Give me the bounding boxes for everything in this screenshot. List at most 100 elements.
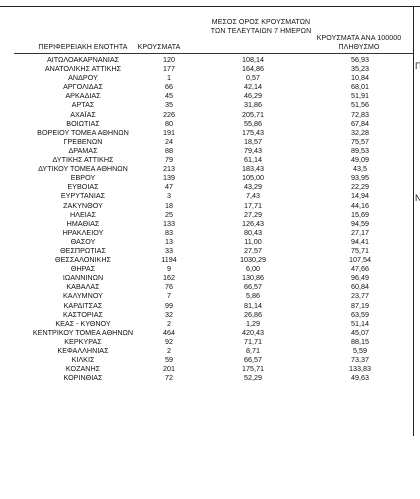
- region-cell: ΒΟΡΕΙΟΥ ΤΟΜΕΑ ΑΘΗΝΩΝ: [37, 127, 129, 137]
- per100k-cell: 27,17: [351, 227, 369, 237]
- cases-cell: 3: [167, 191, 171, 201]
- per100k-cell: 67,84: [351, 118, 369, 128]
- avg7-cell: 130,86: [242, 273, 264, 283]
- region-cell: ΒΟΙΩΤΙΑΣ: [66, 118, 100, 128]
- region-cell: ΘΕΣΠΡΩΤΙΑΣ: [60, 245, 106, 255]
- avg7-cell: 420,43: [242, 327, 264, 337]
- table-row: ΘΗΡΑΣ 9 6,00 47,66: [0, 264, 413, 273]
- avg7-cell: 108,14: [242, 55, 264, 64]
- table-row: ΚΕΝΤΡΙΚΟΥ ΤΟΜΕΑ ΑΘΗΝΩΝ 464 420,43 45,07: [0, 328, 413, 337]
- per100k-cell: 23,77: [351, 291, 369, 301]
- region-cell: ΕΥΡΥΤΑΝΙΑΣ: [60, 191, 106, 201]
- per100k-cell: 10,84: [351, 73, 369, 83]
- region-cell: ΑΡΚΑΔΙΑΣ: [65, 91, 101, 101]
- table-row: ΑΝΔΡΟΥ 1 0,57 10,84: [0, 73, 413, 82]
- table-row: ΑΡΚΑΔΙΑΣ 45 46,29 51,91: [0, 91, 413, 100]
- per100k-cell: 51,91: [351, 91, 369, 101]
- avg7-cell: 79,43: [244, 145, 262, 155]
- region-cell: ΔΡΑΜΑΣ: [68, 145, 98, 155]
- table-row: ΔΥΤΙΚΗΣ ΑΤΤΙΚΗΣ 79 61,14 49,09: [0, 155, 413, 164]
- per100k-cell: 51,56: [351, 100, 369, 110]
- table-row: ΔΥΤΙΚΟΥ ΤΟΜΕΑ ΑΘΗΝΩΝ 213 183,43 43,5: [0, 164, 413, 173]
- per100k-cell: 15,69: [351, 209, 369, 219]
- table-row: ΑΡΤΑΣ 35 31,86 51,56: [0, 100, 413, 109]
- per100k-cell: 75,57: [351, 136, 369, 146]
- header-per100k: ΚΡΟΥΣΜΑΤΑ ΑΝΑ 100000 ΠΛΗΘΥΣΜΟ: [316, 35, 402, 51]
- region-cell: ΑΙΤΩΛΟΑΚΑΡΝΑΝΙΑΣ: [46, 55, 120, 64]
- avg7-cell: 55,86: [244, 118, 262, 128]
- per100k-cell: 51,14: [351, 318, 369, 328]
- table-row: ΚΟΖΑΝΗΣ 201 175,71 133,83: [0, 364, 413, 373]
- cases-cell: 162: [163, 273, 175, 283]
- per100k-cell: 68,01: [351, 82, 369, 92]
- per100k-cell: 32,28: [351, 127, 369, 137]
- cases-cell: 464: [163, 327, 175, 337]
- per100k-cell: 44,16: [351, 200, 369, 210]
- avg7-cell: 27,29: [244, 209, 262, 219]
- region-cell: ΚΑΛΥΜΝΟΥ: [63, 291, 103, 301]
- cases-cell: 79: [165, 155, 173, 165]
- region-cell: ΚΑΣΤΟΡΙΑΣ: [63, 309, 103, 319]
- avg7-cell: 164,86: [242, 64, 264, 74]
- avg7-cell: 52,29: [244, 373, 262, 383]
- avg7-cell: 71,71: [244, 336, 262, 346]
- per100k-cell: 45,07: [351, 327, 369, 337]
- per100k-cell: 94,41: [351, 236, 369, 246]
- cases-cell: 9: [167, 264, 171, 274]
- cases-cell: 177: [163, 64, 175, 74]
- table-row: ΘΑΣΟΥ 13 11,00 94,41: [0, 237, 413, 246]
- avg7-cell: 8,71: [246, 346, 260, 355]
- table-right-border: [413, 6, 414, 436]
- table-row: ΕΒΡΟΥ 139 105,00 93,95: [0, 173, 413, 182]
- avg7-cell: 6,00: [246, 264, 260, 274]
- cases-cell: 47: [165, 182, 173, 192]
- region-cell: ΕΒΡΟΥ: [70, 173, 96, 183]
- per100k-cell: 75,71: [351, 245, 369, 255]
- per100k-cell: 35,23: [351, 64, 369, 74]
- region-cell: ΚΑΒΑΛΑΣ: [66, 282, 100, 292]
- region-cell: ΑΡΓΟΛΙΔΑΣ: [63, 82, 103, 92]
- region-cell: ΘΗΡΑΣ: [70, 264, 96, 274]
- header-divider: [14, 53, 413, 54]
- cases-cell: 139: [163, 173, 175, 183]
- per100k-cell: 22,29: [351, 182, 369, 192]
- avg7-cell: 27,57: [244, 245, 262, 255]
- region-cell: ΗΡΑΚΛΕΙΟΥ: [62, 227, 104, 237]
- region-cell: ΘΕΣΣΑΛΟΝΙΚΗΣ: [55, 255, 111, 265]
- per100k-cell: 49,63: [351, 373, 369, 383]
- table-row: ΚΕΦΑΛΛΗΝΙΑΣ 2 8,71 5,59: [0, 346, 413, 355]
- cases-cell: 24: [165, 136, 173, 146]
- avg7-cell: 183,43: [242, 164, 264, 174]
- region-cell: ΚΕΝΤΡΙΚΟΥ ΤΟΜΕΑ ΑΘΗΝΩΝ: [32, 327, 134, 337]
- cases-cell: 18: [165, 200, 173, 210]
- cases-cell: 201: [163, 364, 175, 374]
- region-cell: ΗΜΑΘΙΑΣ: [66, 218, 100, 228]
- region-cell: ΚΙΛΚΙΣ: [71, 355, 95, 365]
- region-cell: ΑΝΔΡΟΥ: [68, 73, 98, 83]
- region-cell: ΕΥΒΟΙΑΣ: [67, 182, 99, 192]
- per100k-cell: 94,59: [351, 218, 369, 228]
- region-cell: ΚΟΖΑΝΗΣ: [65, 364, 101, 374]
- per100k-cell: 56,93: [351, 55, 369, 64]
- table-row: ΔΡΑΜΑΣ 88 79,43 89,53: [0, 146, 413, 155]
- avg7-cell: 46,29: [244, 91, 262, 101]
- table-row: ΑΙΤΩΛΟΑΚΑΡΝΑΝΙΑΣ 120 108,14 56,93: [0, 55, 413, 64]
- table-row: ΚΑΡΔΙΤΣΑΣ 99 81,14 87,19: [0, 301, 413, 310]
- table-row: ΚΕΑΣ - ΚΥΘΝΟΥ 2 1,29 51,14: [0, 319, 413, 328]
- cases-cell: 45: [165, 91, 173, 101]
- table-row: ΚΑΣΤΟΡΙΑΣ 32 26,86 63,59: [0, 310, 413, 319]
- cases-cell: 133: [163, 218, 175, 228]
- per100k-cell: 5,59: [353, 346, 367, 355]
- per100k-cell: 89,53: [351, 145, 369, 155]
- cases-cell: 35: [165, 100, 173, 110]
- per100k-cell: 60,84: [351, 282, 369, 292]
- table-row: ΗΡΑΚΛΕΙΟΥ 83 80,43 27,17: [0, 228, 413, 237]
- cases-cell: 99: [165, 300, 173, 310]
- table-row: ΚΕΡΚΥΡΑΣ 92 71,71 88,15: [0, 337, 413, 346]
- avg7-cell: 42,14: [244, 82, 262, 92]
- per100k-cell: 107,54: [349, 255, 371, 265]
- per100k-cell: 49,09: [351, 155, 369, 165]
- per100k-cell: 88,15: [351, 336, 369, 346]
- table-row: ΖΑΚΥΝΘΟΥ 18 17,71 44,16: [0, 201, 413, 210]
- cases-cell: 213: [163, 164, 175, 174]
